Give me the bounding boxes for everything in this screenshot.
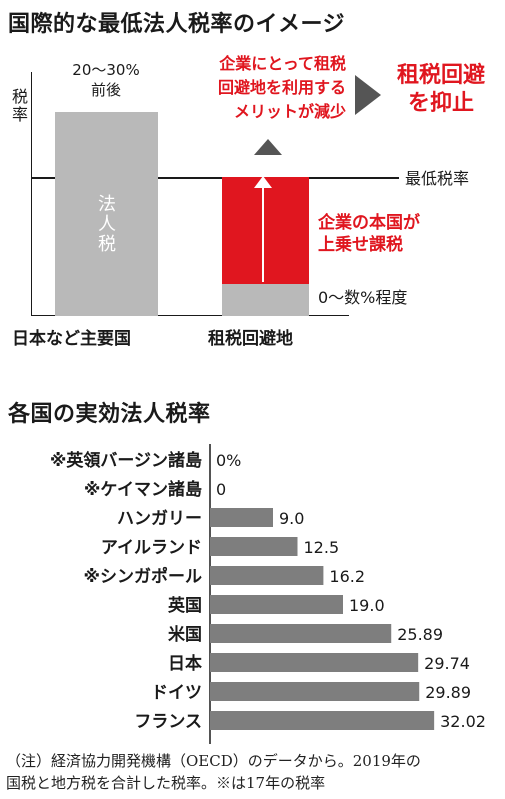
bar: [210, 624, 392, 643]
bar: [210, 508, 273, 527]
category-label: ハンガリー: [117, 509, 202, 529]
value-label: 25.89: [397, 625, 443, 644]
right-red-bar: [222, 177, 309, 284]
category-label: 米国: [168, 624, 202, 645]
value-label: 12.5: [304, 538, 340, 557]
bar: [210, 653, 419, 672]
right-gray-bar: [222, 284, 309, 316]
white-up-arrow-shaft: [262, 179, 264, 282]
value-label: 32.02: [440, 712, 486, 731]
bar: [210, 566, 324, 585]
merit-text: 企業にとって租税 回避地を利用する メリットが減少: [178, 52, 346, 124]
category-label: 日本: [168, 653, 202, 674]
merit-line3: メリットが減少: [233, 102, 346, 121]
value-label: 16.2: [329, 567, 365, 586]
value-label: 9.0: [279, 509, 304, 528]
category-label: 英国: [168, 595, 202, 616]
category-label: ※シンガポール: [83, 566, 202, 587]
category-label: ※英領バージン諸島: [50, 450, 202, 471]
bar: [210, 682, 420, 701]
page-title: 国際的な最低法人税率のイメージ: [8, 12, 346, 37]
bar: [210, 711, 435, 730]
y-axis: [31, 72, 32, 316]
bar: [210, 537, 298, 556]
up-arrow-icon: [254, 139, 282, 155]
suppress-line2: を抑止: [407, 91, 474, 116]
suppress-text: 租税回避 を抑止: [382, 62, 500, 118]
merit-line2: 回避地を利用する: [217, 78, 346, 97]
left-range: 20〜30%: [72, 61, 140, 79]
right-arrow-icon: [355, 75, 381, 115]
category-label: ドイツ: [151, 683, 202, 703]
right-category-label: 租税回避地: [208, 329, 293, 349]
category-label: フランス: [134, 712, 202, 732]
footnote-line2: 国税と地方税を合計した税率。※は17年の税率: [6, 774, 326, 792]
left-range-suffix: 前後: [90, 81, 121, 99]
suppress-line1: 租税回避: [396, 63, 485, 88]
right-red-label-line1: 企業の本国が: [318, 213, 420, 233]
value-label: 0: [216, 480, 226, 499]
bar-chart: ※英領バージン諸島 0% ※ケイマン諸島 0 ハンガリー 9.0 アイルランド 12.5 ※シン…: [50, 444, 486, 744]
y-axis-label: 税率: [9, 88, 28, 124]
right-red-label: 企業の本国が 上乗せ課税: [318, 212, 420, 256]
footnote: （注）経済協力開発機構（OECD）のデータから。2019年の 国税と地方税を合計…: [6, 750, 421, 794]
category-label: アイルランド: [101, 538, 202, 558]
value-label: 0%: [216, 451, 241, 470]
right-red-label-line2: 上乗せ課税: [318, 235, 403, 255]
category-label: ※ケイマン諸島: [84, 479, 202, 500]
left-category-label: 日本など主要国: [12, 329, 131, 349]
x-axis: [31, 315, 349, 316]
white-up-arrow-head: [254, 176, 272, 188]
bar: [210, 595, 343, 614]
footnote-line1: （注）経済協力開発機構（OECD）のデータから。2019年の: [6, 752, 421, 770]
chart-title: 各国の実効法人税率: [8, 402, 211, 427]
min-tax-label: 最低税率: [405, 169, 470, 188]
value-label: 29.89: [425, 683, 471, 702]
left-bar-range-label: 20〜30% 前後: [56, 60, 156, 100]
right-bottom-label: 0〜数%程度: [318, 288, 408, 307]
min-tax-line: [31, 177, 399, 179]
value-label: 29.74: [424, 654, 470, 673]
merit-line1: 企業にとって租税: [219, 54, 346, 73]
left-corp-tax-bar: [55, 112, 158, 316]
left-bar-body-label: 法人税: [95, 194, 116, 254]
value-label: 19.0: [349, 596, 385, 615]
